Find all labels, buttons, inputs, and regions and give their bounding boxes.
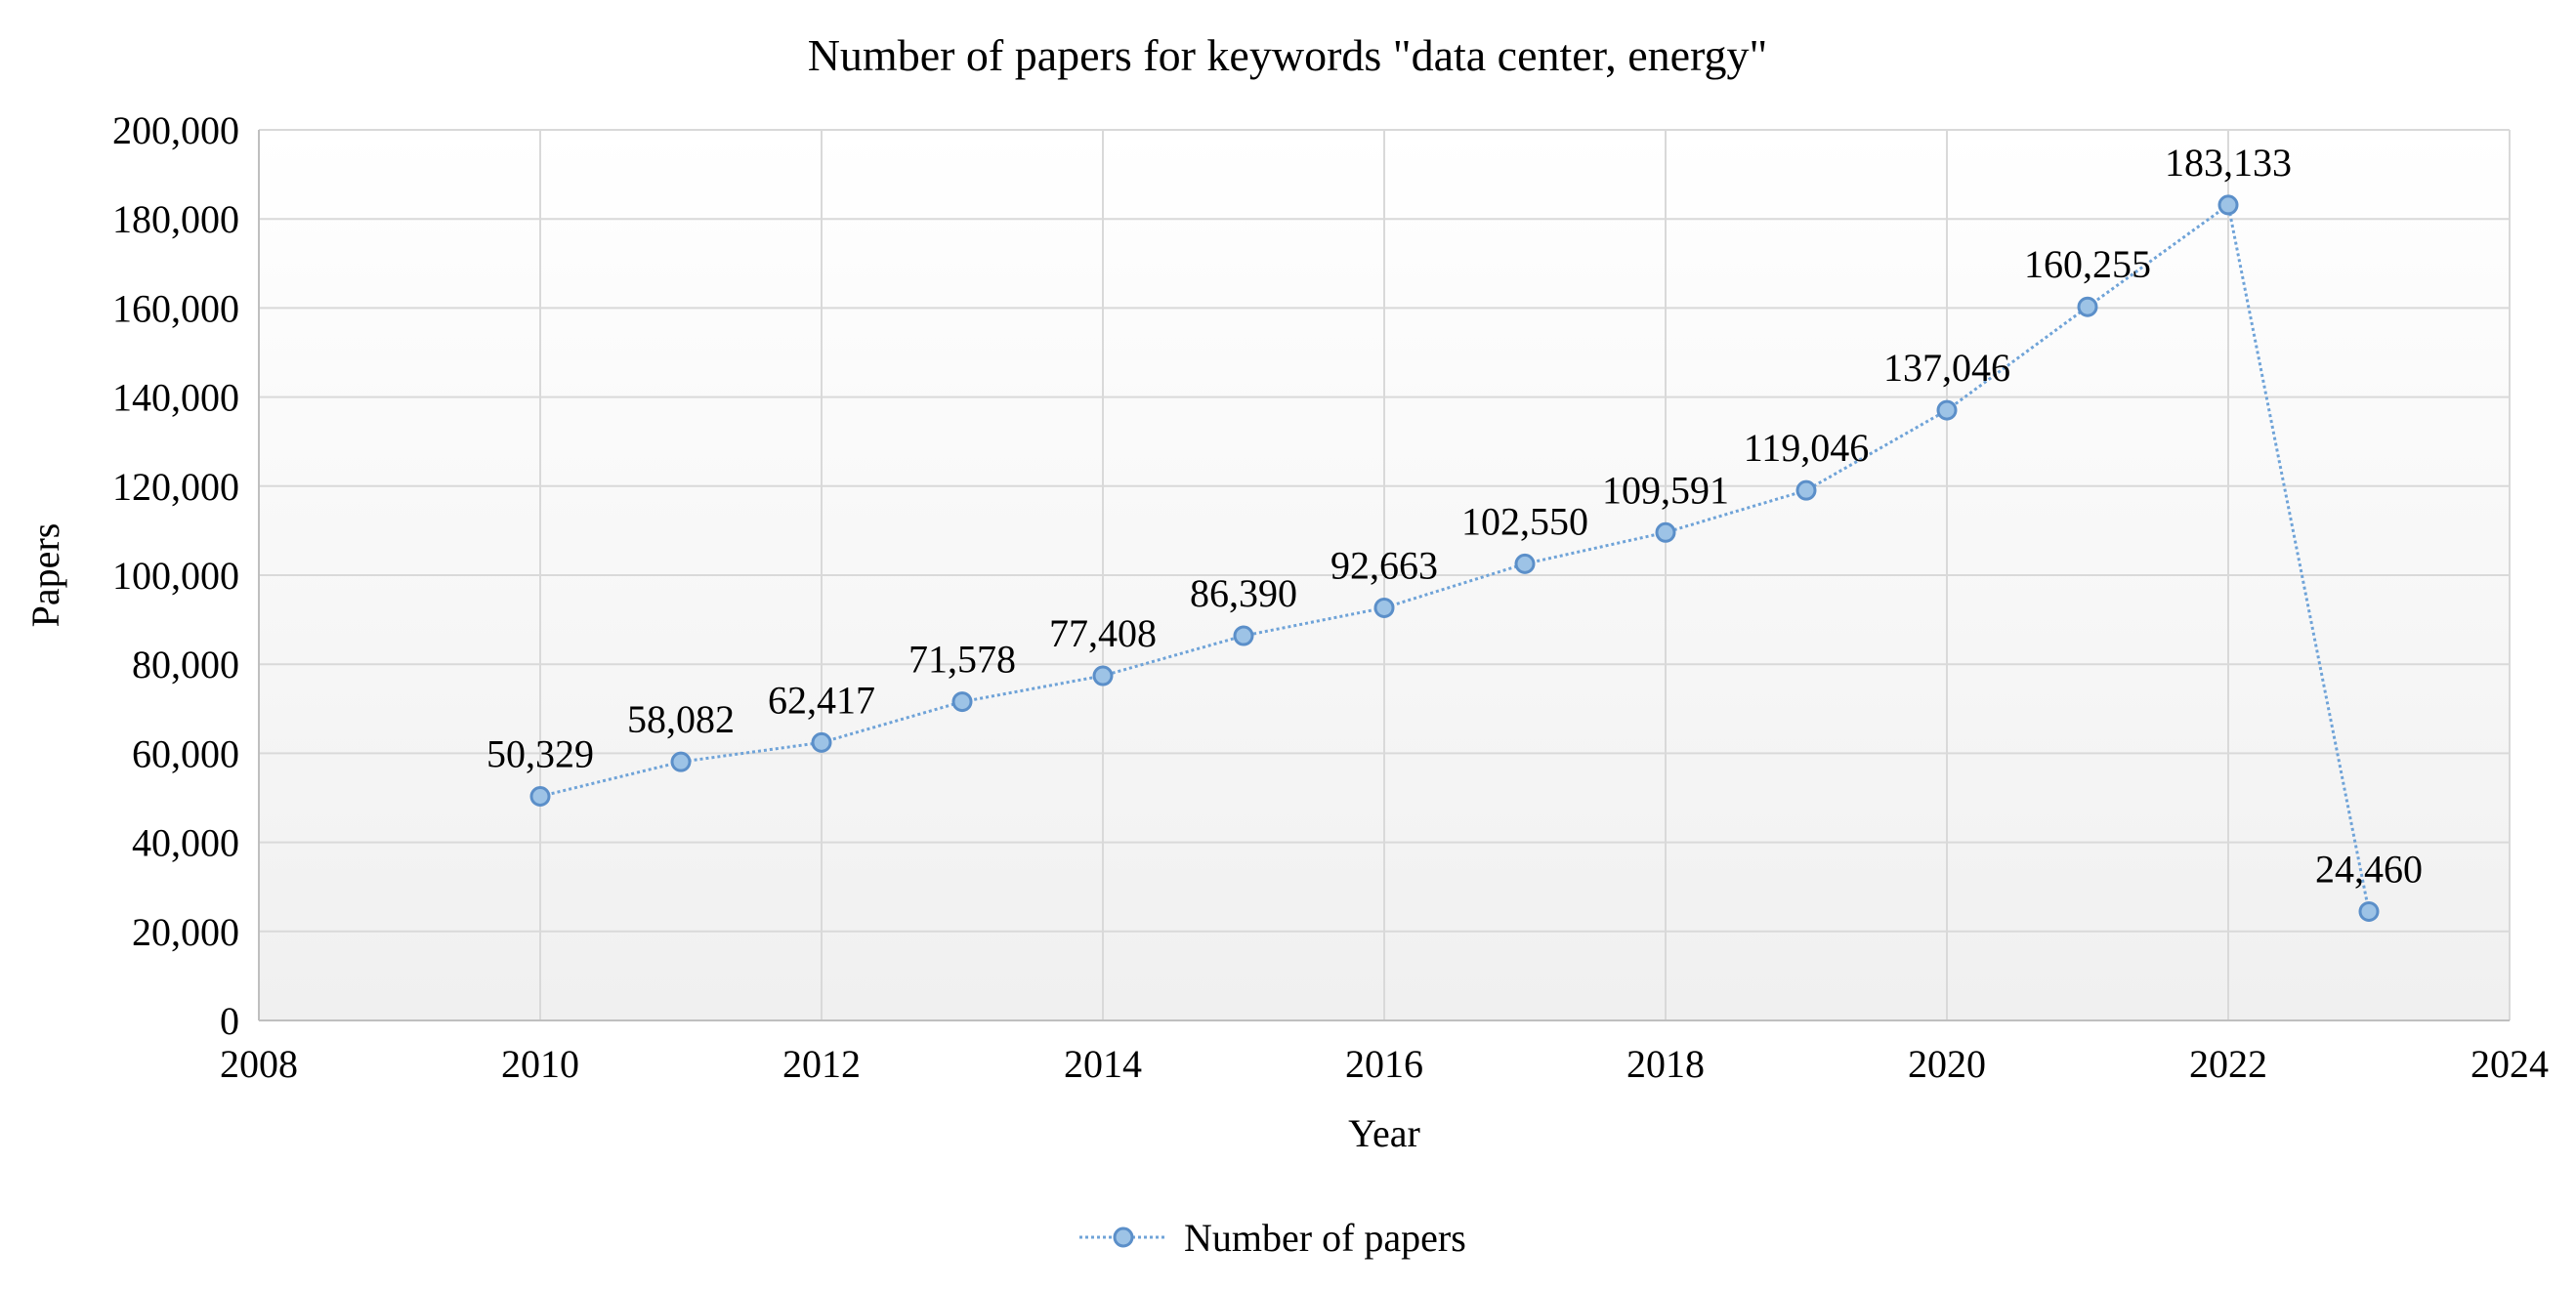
x-tick-label: 2010 (501, 1042, 579, 1086)
y-tick-label: 160,000 (112, 286, 239, 330)
data-point (1514, 553, 1536, 574)
data-label: 71,578 (908, 638, 1016, 682)
data-label: 119,046 (1744, 426, 1870, 470)
data-point (1233, 625, 1254, 646)
x-tick-label: 2008 (220, 1042, 298, 1086)
data-point (2077, 296, 2098, 317)
data-point (1092, 665, 1114, 686)
data-label: 24,460 (2315, 847, 2423, 891)
y-tick-label: 20,000 (132, 910, 239, 954)
y-axis-title: Papers (23, 523, 67, 628)
data-label: 160,255 (2024, 242, 2151, 286)
x-tick-label: 2022 (2189, 1042, 2267, 1086)
data-label: 109,591 (1602, 468, 1729, 512)
legend: Number of papers (1079, 1216, 1466, 1260)
x-tick-label: 2016 (1345, 1042, 1423, 1086)
data-point (1936, 399, 1958, 421)
y-tick-label: 40,000 (132, 821, 239, 865)
y-tick-label: 200,000 (112, 108, 239, 152)
y-tick-label: 100,000 (112, 554, 239, 598)
data-point (529, 785, 551, 807)
chart-title: Number of papers for keywords "data cent… (808, 30, 1768, 80)
data-labels: 50,329 58,082 62,417 71,578 77,408 86,390 92,6… (486, 141, 2423, 892)
data-point (2217, 194, 2239, 216)
data-label: 50,329 (486, 731, 594, 775)
data-point (2358, 900, 2380, 922)
x-tick-label: 2012 (782, 1042, 861, 1086)
y-tick-label: 60,000 (132, 731, 239, 775)
legend-marker-swatch (1113, 1227, 1134, 1248)
x-tick-label: 2018 (1626, 1042, 1705, 1086)
x-tick-label: 2014 (1064, 1042, 1142, 1086)
data-label: 62,417 (768, 678, 875, 722)
y-tick-label: 0 (220, 999, 239, 1043)
x-axis-ticks: 2008 2010 2012 2014 2016 2018 2020 2022 2024 (220, 1042, 2549, 1086)
data-label: 58,082 (627, 697, 735, 741)
data-label: 137,046 (1883, 346, 2010, 390)
data-point (811, 731, 832, 753)
data-label: 92,663 (1330, 543, 1438, 587)
data-label: 102,550 (1461, 499, 1588, 543)
series-line (539, 202, 2371, 912)
x-tick-label: 2024 (2470, 1042, 2549, 1086)
data-point (1373, 597, 1395, 618)
legend-label: Number of papers (1184, 1216, 1466, 1260)
y-tick-label: 180,000 (112, 197, 239, 241)
y-tick-label: 140,000 (112, 376, 239, 420)
x-axis-title: Year (1348, 1111, 1420, 1155)
data-point (1795, 479, 1817, 501)
x-tick-label: 2020 (1908, 1042, 1986, 1086)
data-point (951, 691, 973, 713)
data-label: 183,133 (2165, 141, 2292, 185)
y-tick-label: 80,000 (132, 643, 239, 686)
series-number-of-papers (529, 194, 2380, 922)
y-tick-label: 120,000 (112, 465, 239, 509)
data-point (1655, 521, 1676, 543)
data-label: 86,390 (1190, 571, 1297, 615)
data-label: 77,408 (1049, 611, 1157, 655)
y-axis-ticks: 0 20,000 40,000 60,000 80,000 100,000 120,000 1… (112, 108, 239, 1043)
data-point (670, 751, 692, 772)
axes (258, 130, 2510, 1021)
